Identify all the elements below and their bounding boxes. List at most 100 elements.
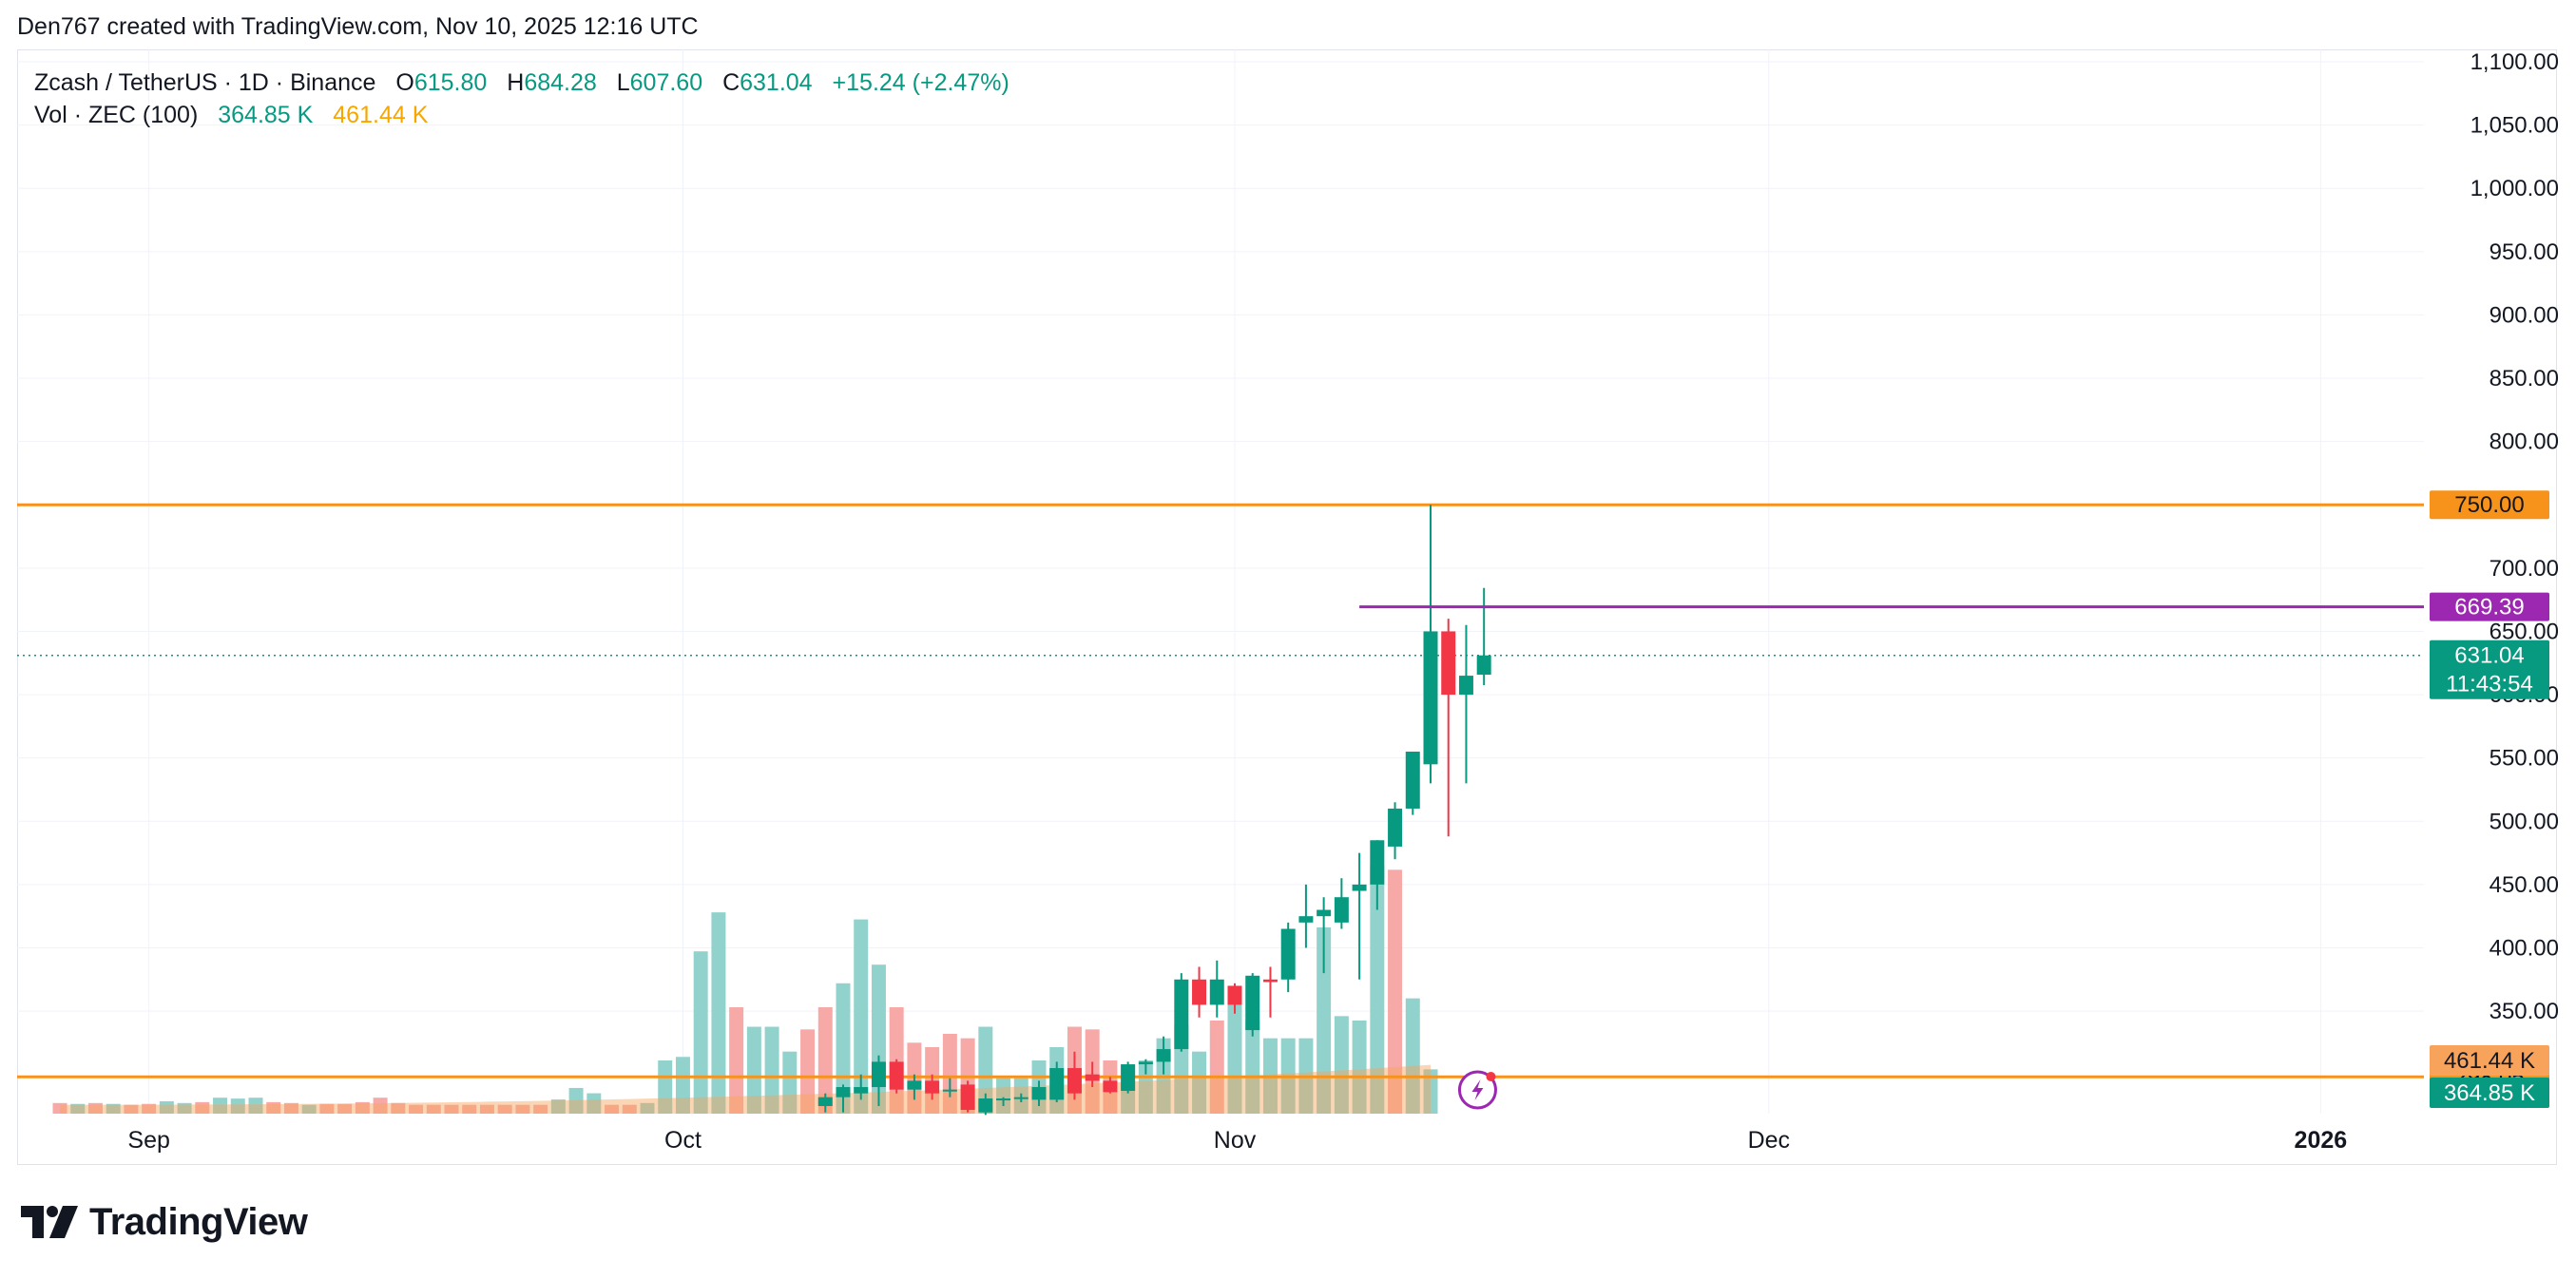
price-tick-label: 700.00 bbox=[2489, 556, 2559, 582]
price-tick-label: 450.00 bbox=[2489, 872, 2559, 898]
volume-badge bbox=[2430, 1045, 2549, 1076]
candle-body bbox=[942, 1089, 957, 1092]
volume-bar bbox=[817, 1007, 833, 1114]
volume-bar bbox=[373, 1098, 388, 1114]
volume-bar bbox=[1138, 1060, 1153, 1114]
countdown-label: 11:43:54 bbox=[2446, 672, 2533, 697]
candle-body bbox=[907, 1080, 922, 1090]
tradingview-logo[interactable]: TradingView bbox=[21, 1200, 308, 1243]
tradingview-logo-text: TradingView bbox=[89, 1200, 308, 1243]
volume-bar bbox=[1245, 1021, 1260, 1114]
volume-ma-area bbox=[60, 1064, 1431, 1114]
volume-bar bbox=[70, 1103, 86, 1114]
volume-legend-row: Vol · ZEC (100) 364.85 K 461.44 K bbox=[34, 99, 1009, 131]
volume-bar bbox=[942, 1034, 957, 1114]
date-tick-label: Oct bbox=[664, 1127, 702, 1154]
volume-bar bbox=[52, 1102, 67, 1114]
candle-body bbox=[817, 1097, 833, 1107]
candle-body bbox=[1262, 979, 1278, 983]
volume-bar bbox=[515, 1104, 530, 1114]
volume-bar bbox=[978, 1026, 993, 1114]
volume-bar bbox=[106, 1103, 121, 1114]
notification-dot-icon bbox=[1486, 1072, 1496, 1081]
volume-bar bbox=[409, 1104, 424, 1114]
candle-body bbox=[1013, 1097, 1028, 1099]
last-price-badge bbox=[2430, 640, 2549, 699]
volume-badge-label: 364.85 K bbox=[2444, 1080, 2535, 1106]
candle-body bbox=[1121, 1064, 1136, 1092]
candle-body bbox=[854, 1087, 869, 1094]
volume-bar bbox=[550, 1099, 566, 1114]
candle-body bbox=[1388, 808, 1403, 847]
volume-badge bbox=[2430, 1078, 2549, 1108]
volume-bar bbox=[1227, 989, 1242, 1114]
high-label: H bbox=[507, 69, 525, 96]
candle-body bbox=[1352, 884, 1367, 891]
candle-body bbox=[925, 1080, 940, 1094]
price-tick-label: 1,050.00 bbox=[2470, 113, 2559, 139]
volume-bar bbox=[800, 1029, 816, 1114]
volume-bar bbox=[746, 1026, 761, 1114]
candle-body bbox=[1049, 1068, 1065, 1100]
low-value: 607.60 bbox=[629, 69, 703, 96]
volume-badge-label: 461.44 K bbox=[2444, 1048, 2535, 1074]
volume-bar bbox=[1317, 927, 1332, 1114]
volume-bar bbox=[782, 1051, 798, 1114]
price-tick-label: 550.00 bbox=[2489, 746, 2559, 772]
volume-bar bbox=[355, 1101, 370, 1114]
candle-body bbox=[1441, 631, 1456, 696]
volume-bar bbox=[124, 1104, 139, 1114]
candle-body bbox=[1085, 1074, 1100, 1081]
candle-body bbox=[1227, 985, 1242, 1005]
candle-body bbox=[1280, 928, 1296, 980]
price-tick-label: 1,000.00 bbox=[2470, 176, 2559, 201]
candlestick-chart[interactable]: 1,100.00 1,050.00 1,000.00 950.00 900.00 850.… bbox=[0, 0, 2576, 1169]
volume-bar bbox=[1370, 865, 1385, 1114]
volume-bar bbox=[764, 1026, 779, 1114]
candle-body bbox=[978, 1098, 993, 1113]
candle-body bbox=[1138, 1061, 1153, 1065]
volume-bar bbox=[658, 1060, 673, 1114]
volume-bar bbox=[1334, 1016, 1349, 1114]
volume-bar bbox=[230, 1098, 245, 1114]
candle-body bbox=[1476, 655, 1491, 676]
candle-body bbox=[1317, 909, 1332, 917]
candle-body bbox=[1031, 1087, 1047, 1100]
lightning-icon bbox=[1471, 1079, 1484, 1100]
candle-body bbox=[1334, 897, 1349, 923]
price-tick-label: 950.00 bbox=[2489, 239, 2559, 265]
open-label: O bbox=[395, 69, 414, 96]
volume-bar bbox=[1209, 1021, 1224, 1114]
symbol-label: Zcash / TetherUS · 1D · Binance bbox=[34, 69, 376, 96]
date-tick-label: 2026 bbox=[2295, 1127, 2348, 1154]
close-label: C bbox=[722, 69, 740, 96]
volume-bar bbox=[177, 1102, 192, 1114]
last-price-label: 631.04 bbox=[2454, 643, 2524, 669]
volume-bar bbox=[640, 1102, 655, 1114]
candle-body bbox=[871, 1061, 886, 1088]
candle-body bbox=[1405, 752, 1420, 809]
volume-bar bbox=[693, 951, 708, 1114]
volume-bar bbox=[301, 1104, 317, 1114]
ohlc-legend-row: Zcash / TetherUS · 1D · Binance O615.80 … bbox=[34, 67, 1009, 99]
volume-bar bbox=[142, 1103, 157, 1114]
date-tick-label: Sep bbox=[127, 1127, 169, 1154]
candle-body bbox=[1174, 979, 1189, 1050]
volume-bar bbox=[996, 1078, 1011, 1114]
volume-bar bbox=[854, 919, 869, 1114]
volume-bar bbox=[319, 1103, 335, 1114]
candle-body bbox=[1370, 840, 1385, 885]
price-tick-label: 850.00 bbox=[2489, 366, 2559, 391]
change-value: +15.24 (+2.47%) bbox=[832, 69, 1009, 96]
candle-body bbox=[1067, 1068, 1082, 1094]
tradingview-logo-icon bbox=[21, 1206, 78, 1238]
date-tick-label: Dec bbox=[1748, 1127, 1790, 1154]
volume-bar bbox=[462, 1104, 477, 1114]
volume-bar bbox=[1388, 869, 1403, 1114]
volume-bar bbox=[444, 1104, 459, 1114]
close-value: 631.04 bbox=[740, 69, 813, 96]
chart-legend: Zcash / TetherUS · 1D · Binance O615.80 … bbox=[34, 67, 1009, 131]
volume-bar bbox=[479, 1104, 494, 1114]
volume-bar bbox=[533, 1104, 548, 1114]
volume-bar bbox=[1192, 1051, 1207, 1114]
